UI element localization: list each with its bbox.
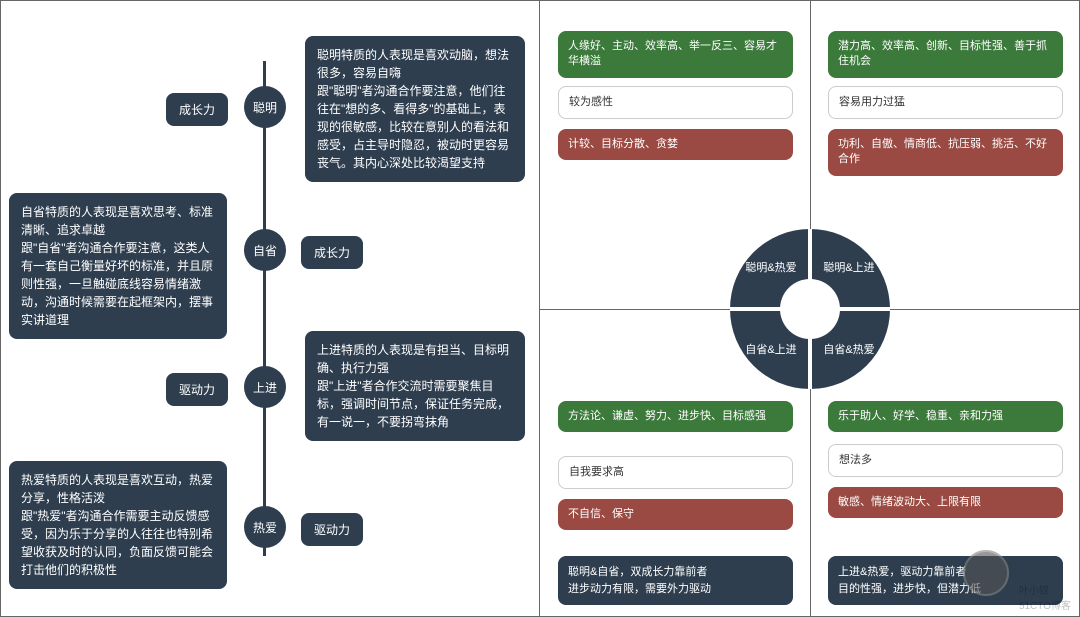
right-panel-quadrant: 聪明&热爱 聪明&上进 自省&上进 自省&热爱 人缘好、主动、效率高、举一反三、… (540, 1, 1079, 616)
side-pill-growth-1: 成长力 (166, 93, 228, 126)
timeline-axis (263, 61, 266, 556)
node-dot-smart: 聪明 (244, 86, 286, 128)
desc-box-progressive: 上进特质的人表现是有担当、目标明确、执行力强跟"上进"者合作交流时需要聚焦目标，… (305, 331, 525, 441)
tl-white: 较为感性 (558, 86, 793, 119)
footer-left: 聪明&自省，双成长力靠前者进步动力有限，需要外力驱动 (558, 556, 793, 605)
br-white: 想法多 (828, 444, 1063, 477)
br-green: 乐于助人、好学、稳重、亲和力强 (828, 401, 1063, 432)
side-pill-drive-2: 驱动力 (301, 513, 363, 546)
desc-box-smart: 聪明特质的人表现是喜欢动脑，想法很多，容易自嗨跟"聪明"者沟通合作要注意，他们往… (305, 36, 525, 182)
node-dot-introspect: 自省 (244, 229, 286, 271)
node-dot-passion: 热爱 (244, 506, 286, 548)
watermark-sub: 51CTO博客 (1019, 601, 1071, 612)
tl-green: 人缘好、主动、效率高、举一反三、容易才华横溢 (558, 31, 793, 78)
watermark-name: 叶小钗 (1019, 586, 1049, 597)
bl-white: 自我要求高 (558, 456, 793, 489)
node-dot-progressive: 上进 (244, 366, 286, 408)
watermark-text: 叶小钗 51CTO博客 (1019, 582, 1071, 612)
side-pill-drive-1: 驱动力 (166, 373, 228, 406)
bl-green: 方法论、谦虚、努力、进步快、目标感强 (558, 401, 793, 432)
br-red: 敏感、情绪波动大、上限有限 (828, 487, 1063, 518)
side-pill-growth-2: 成长力 (301, 236, 363, 269)
desc-box-introspect: 自省特质的人表现是喜欢思考、标准清晰、追求卓越跟"自省"者沟通合作要注意，这类人… (9, 193, 227, 339)
ring-inner-hole (780, 279, 840, 339)
left-panel-timeline: 聪明 成长力 聪明特质的人表现是喜欢动脑，想法很多，容易自嗨跟"聪明"者沟通合作… (1, 1, 540, 616)
bl-red: 不自信、保守 (558, 499, 793, 530)
desc-box-passion: 热爱特质的人表现是喜欢互动，热爱分享，性格活泼跟"热爱"者沟通合作需要主动反馈感… (9, 461, 227, 589)
ring-label-br: 自省&热爱 (820, 341, 878, 357)
tl-red: 计较、目标分散、贪婪 (558, 129, 793, 160)
ring-label-tr: 聪明&上进 (820, 259, 878, 275)
watermark-avatar (963, 550, 1009, 596)
tr-white: 容易用力过猛 (828, 86, 1063, 119)
tr-red: 功利、自傲、情商低、抗压弱、挑活、不好合作 (828, 129, 1063, 176)
diagram-container: 聪明 成长力 聪明特质的人表现是喜欢动脑，想法很多，容易自嗨跟"聪明"者沟通合作… (0, 0, 1080, 617)
ring-label-tl: 聪明&热爱 (742, 259, 800, 275)
ring-label-bl: 自省&上进 (742, 341, 800, 357)
tr-green: 潜力高、效率高、创新、目标性强、善于抓住机会 (828, 31, 1063, 78)
